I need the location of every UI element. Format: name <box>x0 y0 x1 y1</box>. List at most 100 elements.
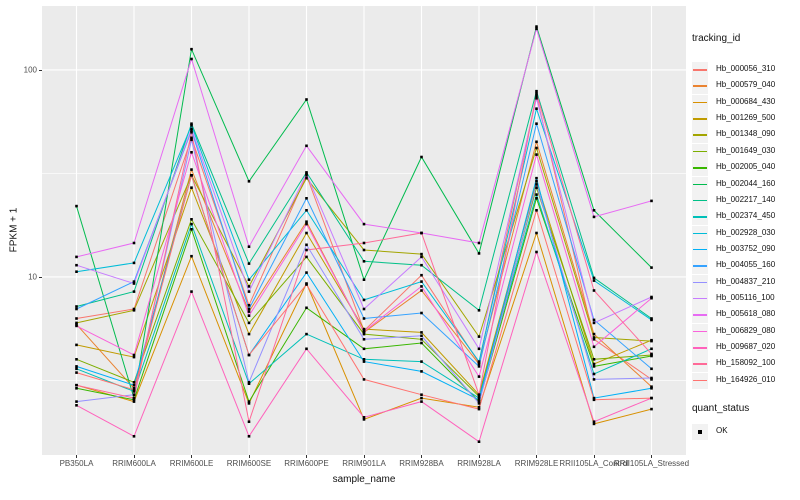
legend-label: Hb_004837_210 <box>716 276 776 286</box>
x-tick-mark <box>76 455 77 458</box>
legend-line-swatch <box>693 363 707 365</box>
y-tick-label: 10 <box>28 272 37 282</box>
legend-line-swatch <box>693 248 707 251</box>
data-point-marker <box>535 25 538 28</box>
legend-key <box>692 424 708 440</box>
data-point-marker <box>420 285 423 288</box>
data-point-marker <box>420 263 423 267</box>
plot-panel <box>42 6 686 455</box>
data-point-marker <box>535 153 538 156</box>
legend-line-swatch <box>693 347 707 349</box>
data-point-marker <box>247 307 251 311</box>
legend-item-Hb_000684_430: Hb_000684_430 <box>690 94 800 111</box>
data-point-marker <box>592 362 596 366</box>
x-tick-label-RRII105LA_Control: RRII105LA_Control <box>559 459 629 468</box>
data-point-marker <box>132 387 136 390</box>
data-point-marker <box>535 250 538 254</box>
legend-key <box>692 258 708 275</box>
data-point-marker <box>75 404 78 407</box>
data-point-marker <box>132 390 136 393</box>
legend-label: Hb_001269_500 <box>716 113 776 123</box>
data-point-marker <box>190 131 193 134</box>
data-point-marker <box>75 343 78 347</box>
black-square-marker-icon <box>698 430 702 434</box>
legend-key <box>692 192 708 209</box>
legend-item-Hb_002928_030: Hb_002928_030 <box>690 225 800 242</box>
data-point-marker <box>420 370 423 373</box>
data-point-marker <box>247 304 251 307</box>
data-point-marker <box>247 435 251 438</box>
data-point-marker <box>535 176 538 180</box>
legend-item-Hb_164926_010: Hb_164926_010 <box>690 372 800 389</box>
legend-item-Hb_006829_080: Hb_006829_080 <box>690 323 800 340</box>
data-point-marker <box>132 241 136 245</box>
legend-label: Hb_004055_160 <box>716 260 776 270</box>
legend-label: Hb_002044_160 <box>716 178 776 188</box>
data-point-marker <box>535 122 538 125</box>
x-tick-label-PB350LA: PB350LA <box>59 459 94 468</box>
data-point-marker <box>247 353 251 357</box>
data-point-marker <box>477 365 481 368</box>
data-point-marker <box>535 89 538 93</box>
legend-item-Hb_002374_450: Hb_002374_450 <box>690 209 800 226</box>
legend-key <box>692 78 708 95</box>
data-point-marker <box>535 197 538 200</box>
data-point-marker <box>247 382 251 385</box>
data-point-marker <box>75 204 78 208</box>
data-point-marker <box>247 180 251 183</box>
data-point-marker <box>190 174 193 177</box>
legend-label: Hb_001649_030 <box>716 145 776 155</box>
legend-key <box>692 323 708 340</box>
data-point-marker <box>362 317 366 320</box>
legend-label: Hb_164926_010 <box>716 374 776 384</box>
data-point-marker <box>362 260 366 263</box>
data-point-marker <box>535 180 538 183</box>
legend-label: Hb_002005_040 <box>716 162 776 172</box>
data-point-marker <box>362 241 366 245</box>
data-point-marker <box>132 396 136 400</box>
legend-line-swatch <box>693 101 707 104</box>
data-point-marker <box>420 338 423 341</box>
legend-key <box>692 372 708 389</box>
legend-key <box>692 209 708 226</box>
data-point-marker <box>650 352 653 356</box>
legend-label: Hb_000056_310 <box>716 64 776 73</box>
data-point-marker <box>650 376 653 380</box>
data-point-marker <box>132 398 136 402</box>
legend-key <box>692 290 708 307</box>
data-point-marker <box>362 338 366 341</box>
legend-key <box>692 356 708 373</box>
data-point-marker <box>477 398 481 402</box>
legend-key <box>692 274 708 291</box>
legend-key <box>692 241 708 258</box>
data-point-marker <box>75 387 78 390</box>
data-point-marker <box>420 334 423 338</box>
legend-label: Hb_002928_030 <box>716 227 776 237</box>
legend-item-Hb_001348_090: Hb_001348_090 <box>690 127 800 144</box>
data-point-marker <box>535 231 538 235</box>
legend-item-Hb_002044_160: Hb_002044_160 <box>690 176 800 193</box>
data-point-marker <box>132 353 136 357</box>
data-point-marker <box>650 407 653 411</box>
data-point-marker <box>535 209 538 212</box>
quant-label: OK <box>716 426 728 435</box>
data-point-marker <box>592 321 596 325</box>
data-point-marker <box>75 365 78 368</box>
data-point-marker <box>132 388 136 392</box>
data-point-marker <box>75 307 78 311</box>
data-point-marker <box>132 261 136 265</box>
legend-label: Hb_009687_020 <box>716 342 776 351</box>
data-point-marker <box>650 266 653 269</box>
data-point-marker <box>75 400 78 403</box>
data-point-marker <box>420 396 423 400</box>
data-point-marker <box>190 57 193 61</box>
data-point-marker <box>650 378 653 381</box>
legend-label: Hb_002374_450 <box>716 211 776 221</box>
data-point-marker <box>477 400 481 403</box>
data-point-marker <box>305 209 308 212</box>
data-point-marker <box>247 420 251 423</box>
data-point-marker <box>247 278 251 281</box>
data-point-marker <box>592 289 596 292</box>
legend-label: Hb_003752_090 <box>716 243 776 253</box>
